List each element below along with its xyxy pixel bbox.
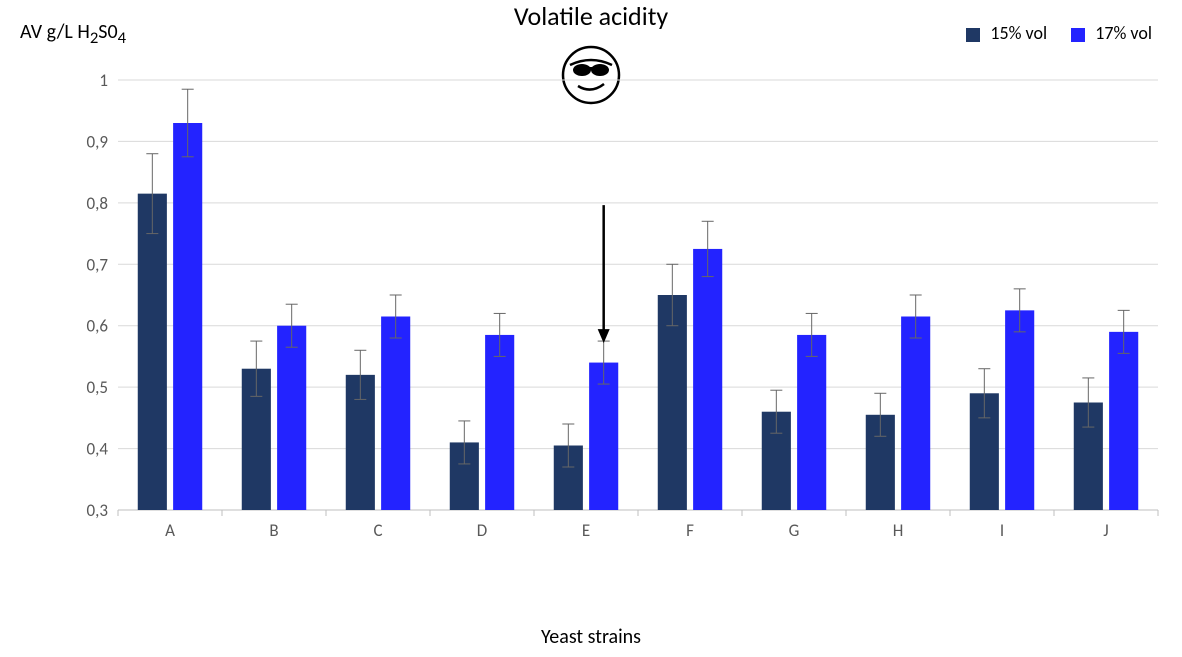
x-axis-title: Yeast strains xyxy=(0,625,1182,649)
svg-text:A: A xyxy=(165,520,175,541)
chart-container: AV g/L H2S04 Volatile acidity 15% vol 17… xyxy=(0,0,1182,657)
svg-text:D: D xyxy=(477,520,487,541)
svg-text:0,9: 0,9 xyxy=(87,131,109,152)
legend-label: 15% vol xyxy=(990,22,1047,44)
plot-area: 0,30,40,50,60,70,80,91ABCDEFGHIJ xyxy=(118,70,1158,560)
svg-text:G: G xyxy=(789,520,800,541)
svg-text:0,3: 0,3 xyxy=(87,500,108,521)
svg-text:H: H xyxy=(893,520,904,541)
legend-item: 15% vol xyxy=(966,22,1047,44)
svg-text:1: 1 xyxy=(99,70,108,91)
svg-text:0,6: 0,6 xyxy=(87,316,109,337)
legend: 15% vol 17% vol xyxy=(966,22,1152,44)
legend-item: 17% vol xyxy=(1071,22,1152,44)
svg-text:C: C xyxy=(373,520,382,541)
plot-svg: 0,30,40,50,60,70,80,91ABCDEFGHIJ xyxy=(118,70,1158,560)
svg-text:E: E xyxy=(582,520,590,541)
svg-text:0,7: 0,7 xyxy=(87,254,109,275)
svg-text:J: J xyxy=(1103,520,1108,541)
svg-text:B: B xyxy=(269,520,278,541)
legend-swatch-17 xyxy=(1071,28,1085,42)
svg-text:0,4: 0,4 xyxy=(87,439,109,460)
svg-text:0,8: 0,8 xyxy=(87,193,108,214)
svg-text:I: I xyxy=(1000,520,1004,541)
legend-label: 17% vol xyxy=(1095,22,1152,44)
svg-text:0,5: 0,5 xyxy=(87,377,108,398)
legend-swatch-15 xyxy=(966,28,980,42)
svg-text:F: F xyxy=(686,520,694,541)
